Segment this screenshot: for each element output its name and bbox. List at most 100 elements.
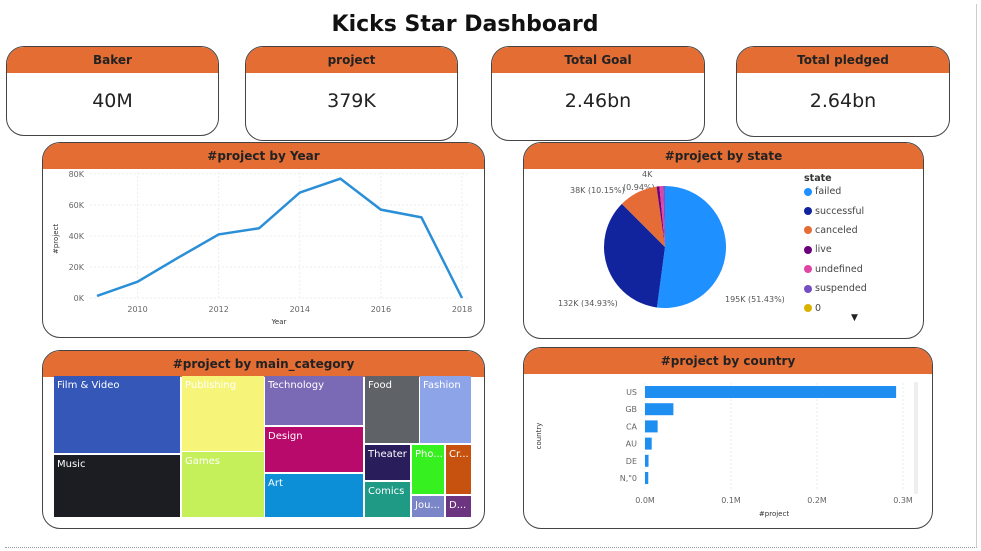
bar-4 xyxy=(645,454,649,467)
legend-label: live xyxy=(815,244,832,256)
pie-label-successful: 132K (34.93%) xyxy=(558,299,618,308)
series-line xyxy=(96,177,464,299)
y-tick-label: 0K xyxy=(74,294,85,303)
treemap-tile[interactable]: Cr... xyxy=(446,445,471,494)
bar-3 xyxy=(645,437,652,450)
y-tick-label: N,"0 xyxy=(620,474,637,483)
treemap-tile[interactable]: Film & Video xyxy=(54,376,180,453)
legend-item[interactable]: 0 xyxy=(804,298,867,317)
treemap-tile[interactable]: Technology xyxy=(265,376,363,425)
x-tick-label: 0.1M xyxy=(721,496,741,505)
pie-slice-successful xyxy=(604,203,665,308)
legend-dot-icon xyxy=(804,304,812,313)
x-axis-label: Year xyxy=(271,318,287,326)
y-tick-label: DE xyxy=(626,457,637,466)
legend-item[interactable]: failed xyxy=(804,182,867,201)
treemap-tile[interactable]: Design xyxy=(265,427,363,472)
treemap-tile[interactable]: Publishing xyxy=(182,376,264,451)
pie-slice-suspended xyxy=(663,186,665,247)
legend-label: suspended xyxy=(815,283,867,295)
pie-slice-canceled xyxy=(621,186,665,247)
chart-title: #project by country xyxy=(524,348,932,374)
scrollbar[interactable] xyxy=(914,382,918,494)
legend-label: failed xyxy=(815,186,842,198)
legend-dot-icon xyxy=(804,187,812,196)
legend-item[interactable]: live xyxy=(804,240,867,259)
x-tick-label: 0.2M xyxy=(807,496,827,505)
treemap-tile[interactable]: Music xyxy=(54,455,180,517)
chart-title: #project by Year xyxy=(43,143,484,169)
y-tick-label: 40K xyxy=(69,232,85,241)
y-tick-label: 60K xyxy=(69,201,85,210)
x-tick-label: 0.0M xyxy=(635,496,655,505)
kpi-card-total-goal: Total Goal 2.46bn xyxy=(491,46,705,141)
y-tick-label: CA xyxy=(626,422,638,431)
kpi-card-project: project 379K xyxy=(245,46,458,141)
treemap-tile[interactable]: Pho... xyxy=(412,445,444,494)
legend-scroll-down-icon[interactable]: ▼ xyxy=(851,313,858,323)
treemap-tile[interactable]: D... xyxy=(446,496,471,517)
legend-label: canceled xyxy=(815,224,858,236)
line-chart-card: #project by Year xyxy=(42,142,485,338)
kpi-value: 379K xyxy=(327,90,376,112)
bar-chart-card: #project by country xyxy=(523,347,933,529)
pie-slice-undefined xyxy=(659,186,665,247)
legend-dot-icon xyxy=(804,284,812,293)
treemap-tile[interactable]: Comics xyxy=(365,482,410,517)
bar-2 xyxy=(645,420,658,433)
legend-label: undefined xyxy=(815,263,863,275)
kpi-card-total-pledged: Total pledged 2.64bn xyxy=(736,46,950,137)
kpi-value: 2.46bn xyxy=(564,90,632,112)
pie-slice-failed xyxy=(656,186,727,309)
legend-dot-icon xyxy=(804,207,812,216)
x-tick-label: 2010 xyxy=(127,305,147,314)
kpi-label: project xyxy=(246,47,457,73)
bar-1 xyxy=(645,403,674,416)
pie-label-undefined-count: 4K xyxy=(642,170,653,179)
x-axis-label: #project xyxy=(759,510,789,518)
y-tick-label: AU xyxy=(626,440,637,449)
treemap-tile[interactable]: Jou... xyxy=(412,496,444,517)
legend-item[interactable]: undefined xyxy=(804,260,867,279)
legend-title: state xyxy=(804,173,832,184)
kpi-value: 40M xyxy=(92,90,133,112)
legend-item[interactable]: canceled xyxy=(804,221,867,240)
y-tick-label: GB xyxy=(625,405,637,414)
y-axis-label: country xyxy=(535,423,543,450)
x-tick-label: 0.3M xyxy=(893,496,913,505)
x-tick-label: 2016 xyxy=(371,305,391,314)
treemap-tile[interactable]: Food xyxy=(365,376,419,443)
pie-slice-live xyxy=(656,186,665,247)
dashboard-frame xyxy=(5,4,977,548)
treemap-tile[interactable]: Games xyxy=(182,452,264,517)
y-tick-label: 80K xyxy=(69,170,85,179)
chart-title: #project by state xyxy=(524,143,923,169)
kpi-label: Baker xyxy=(7,47,218,73)
kpi-card-baker: Baker 40M xyxy=(6,46,219,136)
y-tick-label: 20K xyxy=(69,263,85,272)
kpi-value: 2.64bn xyxy=(809,90,877,112)
chart-title: #project by main_category xyxy=(43,351,484,377)
legend-item[interactable]: successful xyxy=(804,201,867,220)
treemap-tile[interactable]: Fashion xyxy=(420,376,471,443)
treemap-tile[interactable]: Theater xyxy=(365,445,410,480)
legend-dot-icon xyxy=(804,226,812,235)
pie-label-undefined-pct: (0.94%) xyxy=(623,183,655,192)
pie-label-failed: 195K (51.43%) xyxy=(725,295,785,304)
legend-dot-icon xyxy=(804,265,812,274)
pie-legend: failed successful canceled live undefined sus… xyxy=(804,182,867,318)
y-tick-label: US xyxy=(626,388,637,397)
kpi-label: Total Goal xyxy=(492,47,704,73)
legend-label: successful xyxy=(815,205,865,217)
bar-0 xyxy=(645,386,897,398)
legend-dot-icon xyxy=(804,245,812,254)
bar-5 xyxy=(645,472,649,484)
legend-label: 0 xyxy=(815,302,822,314)
y-axis-label: #project xyxy=(52,224,60,254)
x-tick-label: 2012 xyxy=(208,305,228,314)
legend-item[interactable]: suspended xyxy=(804,279,867,298)
treemap-tile[interactable]: Art xyxy=(265,474,363,517)
